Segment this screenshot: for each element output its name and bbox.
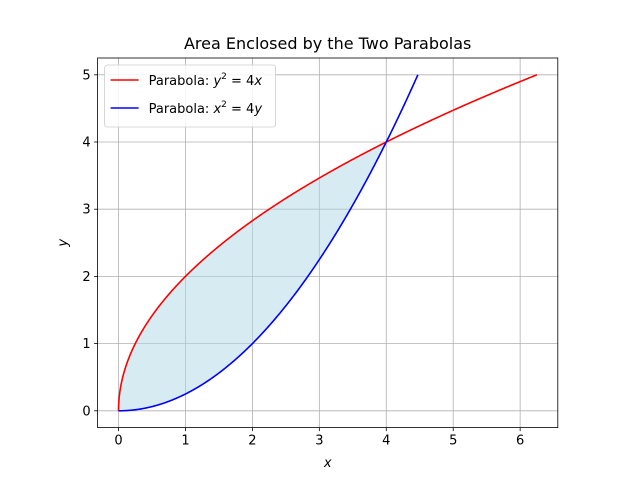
legend-prefix: Parabola: <box>149 102 214 117</box>
x-tick-label: 3 <box>315 434 323 449</box>
legend-box <box>104 64 276 128</box>
y-tick-label: 1 <box>82 337 90 352</box>
enclosed-area-fill <box>118 142 387 411</box>
x-tick-label: 0 <box>114 434 122 449</box>
legend-var: y <box>253 102 262 117</box>
legend-var: x <box>212 102 221 117</box>
legend-entry-1: Parabola: y2 = 4x <box>149 72 263 89</box>
series-line-1 <box>117 74 538 411</box>
y-tick-label: 0 <box>82 404 90 419</box>
x-tick-label: 2 <box>248 434 256 449</box>
series-line-2 <box>118 74 419 412</box>
legend-entry-2: Parabola: x2 = 4y <box>149 100 263 117</box>
x-tick-label: 5 <box>449 434 457 449</box>
series-lines <box>117 74 538 412</box>
chart-title: Area Enclosed by the Two Parabolas <box>184 34 471 53</box>
y-tick-label: 3 <box>82 203 90 218</box>
legend-var: x <box>253 74 262 89</box>
legend-var: y <box>212 74 221 89</box>
axes: 0 1 2 3 4 5 6 0 1 2 3 4 5 <box>82 57 559 449</box>
x-tick-label: 1 <box>181 434 189 449</box>
x-axis-label: x <box>323 456 332 471</box>
legend-prefix: Parabola: <box>149 74 214 89</box>
y-tick-label: 4 <box>82 136 90 151</box>
legend-exponent: 2 <box>221 72 227 82</box>
legend-exponent: 2 <box>221 100 227 110</box>
legend-equals: = 4 <box>227 74 254 89</box>
y-tick-label: 5 <box>82 68 90 83</box>
x-tick-label: 4 <box>382 434 390 449</box>
plot-frame <box>97 57 559 429</box>
y-tick-label: 2 <box>82 270 90 285</box>
legend-equals: = 4 <box>227 102 254 117</box>
x-tick-label: 6 <box>516 434 524 449</box>
y-axis-label: y <box>56 239 71 248</box>
